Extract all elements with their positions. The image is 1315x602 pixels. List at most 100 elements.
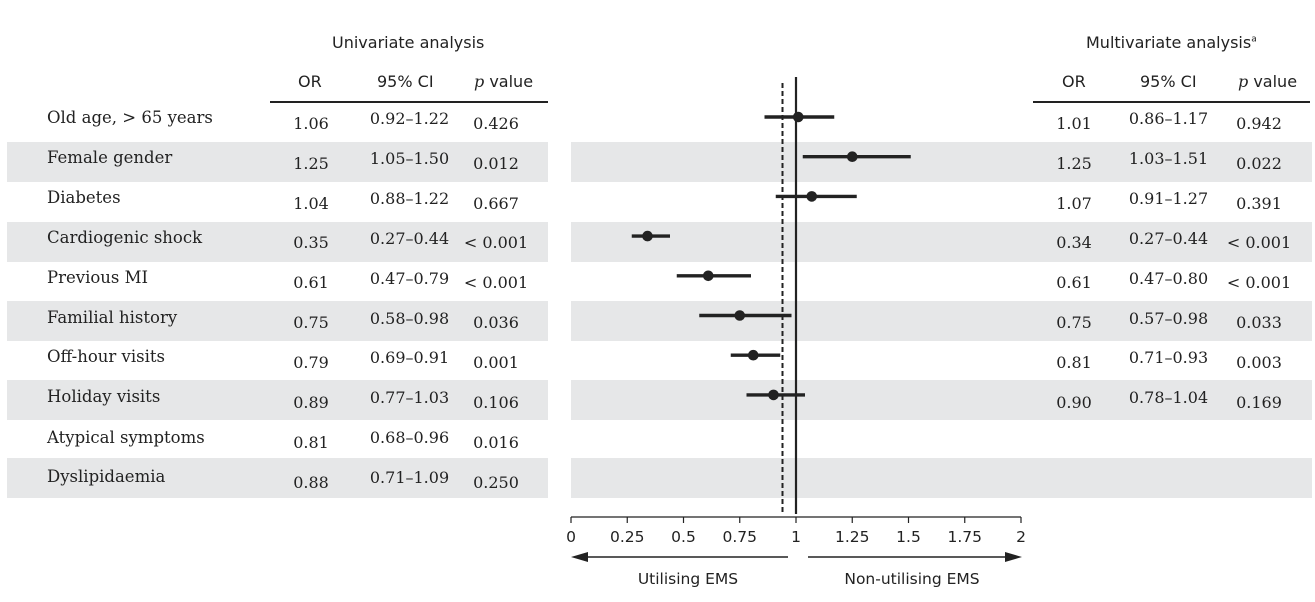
right-arrow-label: Non-utilising EMS — [844, 570, 979, 588]
row-label: Cardiogenic shock — [47, 228, 203, 247]
uni-or: 1.25 — [293, 154, 329, 173]
univariate-header: Univariate analysis — [332, 33, 485, 52]
row-label: Atypical symptoms — [47, 428, 205, 447]
multi-p: 0.022 — [1236, 154, 1282, 173]
multi-p-letter: p — [1238, 72, 1249, 91]
uni-p: < 0.001 — [463, 233, 529, 252]
uni-ci: 0.58–0.98 — [369, 309, 450, 328]
uni-p: 0.012 — [473, 154, 519, 173]
multi-ci: 0.78–1.04 — [1128, 388, 1209, 407]
uni-or: 0.88 — [293, 473, 329, 492]
multi-ci: 1.03–1.51 — [1128, 149, 1209, 168]
multivariate-header: Multivariate analysisa — [1086, 33, 1257, 52]
multi-ci: 0.27–0.44 — [1128, 229, 1209, 248]
point-estimate — [747, 349, 759, 361]
uni-ci: 0.88–1.22 — [369, 189, 450, 208]
uni-p: < 0.001 — [463, 273, 529, 292]
row-band — [7, 301, 548, 341]
uni-or: 0.79 — [293, 353, 329, 372]
row-band — [571, 301, 1312, 341]
row-label: Previous MI — [47, 268, 149, 287]
uni-ci: 0.71–1.09 — [369, 468, 450, 487]
point-estimate — [846, 151, 858, 162]
multi-or: 0.75 — [1056, 313, 1092, 332]
multi-p: < 0.001 — [1226, 233, 1292, 252]
multi-ci: 0.47–0.80 — [1128, 269, 1209, 288]
x-tick-label: 0 — [566, 528, 576, 546]
uni-p: 0.016 — [473, 433, 519, 452]
point-estimate — [702, 270, 714, 282]
multi-p-suffix: value — [1248, 72, 1298, 91]
multi-p: 0.169 — [1236, 393, 1282, 412]
multi-or: 0.34 — [1056, 233, 1092, 252]
row-label: Old age, > 65 years — [47, 108, 213, 127]
row-band — [7, 458, 548, 498]
multi-ci: 0.86–1.17 — [1128, 109, 1209, 128]
row-label: Off-hour visits — [47, 347, 165, 366]
row-label: Holiday visits — [47, 387, 161, 406]
row-label: Familial history — [47, 308, 178, 327]
uni-p-suffix: value — [484, 72, 534, 91]
multi-p: 0.003 — [1236, 353, 1282, 372]
row-band — [7, 142, 548, 182]
uni-ci: 0.27–0.44 — [369, 229, 450, 248]
uni-or-header: OR — [298, 72, 322, 91]
row-band — [571, 458, 1312, 498]
row-label: Female gender — [47, 148, 173, 167]
multivariate-header-text: Multivariate analysis — [1086, 33, 1252, 52]
multivariate-header-rule — [1033, 101, 1310, 103]
multi-p-header: p value — [1238, 72, 1297, 91]
x-tick-label: 1.75 — [947, 528, 982, 546]
multi-or: 1.07 — [1056, 194, 1092, 213]
multi-p: 0.033 — [1236, 313, 1282, 332]
uni-ci: 0.77–1.03 — [369, 388, 450, 407]
row-label: Dyslipidaemia — [47, 467, 166, 486]
uni-or: 1.06 — [293, 114, 329, 133]
multi-or-header: OR — [1062, 72, 1086, 91]
row-band — [571, 380, 1312, 420]
x-tick-label: 1.5 — [896, 528, 921, 546]
uni-ci: 0.68–0.96 — [369, 428, 450, 447]
uni-ci: 1.05–1.50 — [369, 149, 450, 168]
uni-p: 0.426 — [473, 114, 519, 133]
left-arrow-label: Utilising EMS — [638, 570, 738, 588]
x-tick-label: 0.75 — [722, 528, 757, 546]
x-tick-label: 2 — [1016, 528, 1026, 546]
x-tick-label: 0.5 — [671, 528, 696, 546]
uni-p-letter: p — [474, 72, 485, 91]
multi-or: 0.90 — [1056, 393, 1092, 412]
multi-ci-header: 95% CI — [1140, 72, 1197, 91]
uni-ci-header: 95% CI — [377, 72, 434, 91]
point-estimate — [806, 191, 818, 202]
uni-p: 0.001 — [473, 353, 519, 372]
left-arrow-head — [571, 552, 588, 562]
uni-ci: 0.69–0.91 — [369, 348, 450, 367]
multi-p: < 0.001 — [1226, 273, 1292, 292]
uni-p: 0.667 — [473, 194, 519, 213]
point-estimate — [642, 230, 653, 242]
uni-or: 0.35 — [293, 233, 329, 252]
uni-p-header: p value — [474, 72, 533, 91]
multi-ci: 0.91–1.27 — [1128, 189, 1209, 208]
multi-ci: 0.57–0.98 — [1128, 309, 1209, 328]
multi-or: 1.01 — [1056, 114, 1092, 133]
univariate-header-rule — [270, 101, 548, 103]
uni-or: 0.61 — [293, 273, 329, 292]
point-estimate — [768, 389, 779, 401]
uni-or: 0.89 — [293, 393, 329, 412]
uni-or: 0.75 — [293, 313, 329, 332]
multi-p: 0.391 — [1236, 194, 1282, 213]
multi-or: 0.61 — [1056, 273, 1092, 292]
x-tick-label: 1 — [791, 528, 801, 546]
row-band — [7, 380, 548, 420]
multi-ci: 0.71–0.93 — [1128, 348, 1209, 367]
uni-p: 0.250 — [473, 473, 519, 492]
row-band — [7, 222, 548, 262]
row-band — [571, 222, 1312, 262]
uni-or: 0.81 — [293, 433, 329, 452]
uni-p: 0.106 — [473, 393, 519, 412]
point-estimate — [792, 111, 804, 123]
uni-ci: 0.92–1.22 — [369, 109, 450, 128]
x-tick-label: 1.25 — [835, 528, 870, 546]
